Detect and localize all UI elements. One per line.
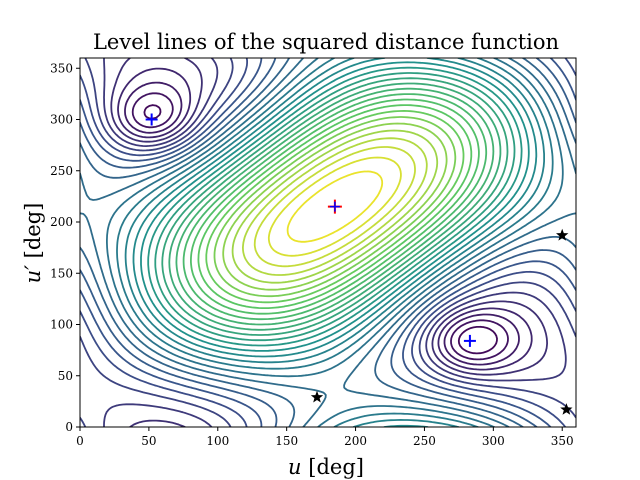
chart-title: Level lines of the squared distance func… [93, 30, 559, 54]
critical-point-markers [145, 113, 573, 415]
x-tick-label: 50 [141, 434, 156, 448]
contour-level-line [110, 58, 548, 427]
contour-level-line [222, 122, 448, 291]
x-tick-label: 0 [76, 434, 84, 448]
x-axis-label-unit: [deg] [302, 455, 364, 479]
y-tick-label: 150 [50, 266, 73, 280]
maximum-marker-blue [329, 201, 340, 212]
contour-level-line [80, 58, 576, 427]
plot-frame [79, 57, 577, 428]
minimum-marker [463, 334, 476, 347]
contour-level-line [231, 129, 439, 284]
contour-level-line [131, 92, 509, 361]
contour-level-line [117, 67, 533, 371]
contour-level-line [80, 58, 576, 427]
x-tick-label: 250 [413, 434, 436, 448]
x-tick-label: 150 [275, 434, 298, 448]
contour-level-line [154, 72, 516, 342]
x-tick-label: 350 [551, 434, 574, 448]
contour-level-line [80, 58, 576, 427]
contour-level-line [253, 146, 416, 268]
y-axis-label-var: u′ [21, 265, 45, 284]
x-axis-label: u [deg] [288, 455, 364, 479]
contour-level-line [124, 81, 520, 366]
y-tick-label: 300 [50, 113, 73, 127]
contour-level-line [80, 58, 576, 427]
x-tick-label: 200 [344, 434, 367, 448]
y-tick-label: 350 [50, 61, 73, 75]
saddle-marker [560, 403, 573, 415]
contour-level-line [168, 82, 502, 331]
x-axis-label-var: u [288, 455, 302, 479]
contour-level-line [147, 66, 523, 347]
y-tick-label: 200 [50, 215, 73, 229]
contour-level-line [190, 98, 480, 315]
contour-level-line [205, 110, 465, 304]
y-tick-label: 100 [50, 318, 73, 332]
minimum-marker [145, 113, 158, 126]
contour-level-line [103, 58, 567, 427]
contour-level-line [140, 61, 530, 352]
y-tick-label: 50 [58, 369, 73, 383]
contour-level-line [80, 58, 576, 427]
contour-level-line [213, 116, 457, 298]
contour-level-line [286, 170, 384, 243]
y-tick-label: 250 [50, 164, 73, 178]
y-axis-label-unit: [deg] [21, 203, 45, 265]
y-tick-label: 0 [65, 420, 73, 434]
contour-lines [80, 58, 576, 427]
contour-level-line [182, 93, 488, 321]
contour-level-line [267, 156, 402, 257]
contour-level-line [80, 58, 576, 427]
x-tick-label: 100 [206, 434, 229, 448]
contour-level-line [161, 77, 509, 336]
saddle-marker [310, 390, 324, 403]
contour-level-line [175, 87, 495, 326]
contour-level-line [242, 137, 428, 276]
y-axis-label: u′ [deg] [21, 203, 45, 284]
saddle-marker [556, 228, 569, 241]
y-axis-ticks: 0 50 100 150 200 250 300 350 [50, 61, 80, 434]
contour-level-line [143, 104, 498, 355]
x-axis-ticks: 0 50 100 150 200 250 300 350 [76, 427, 574, 448]
contour-level-line [197, 104, 473, 309]
x-tick-label: 300 [482, 434, 505, 448]
